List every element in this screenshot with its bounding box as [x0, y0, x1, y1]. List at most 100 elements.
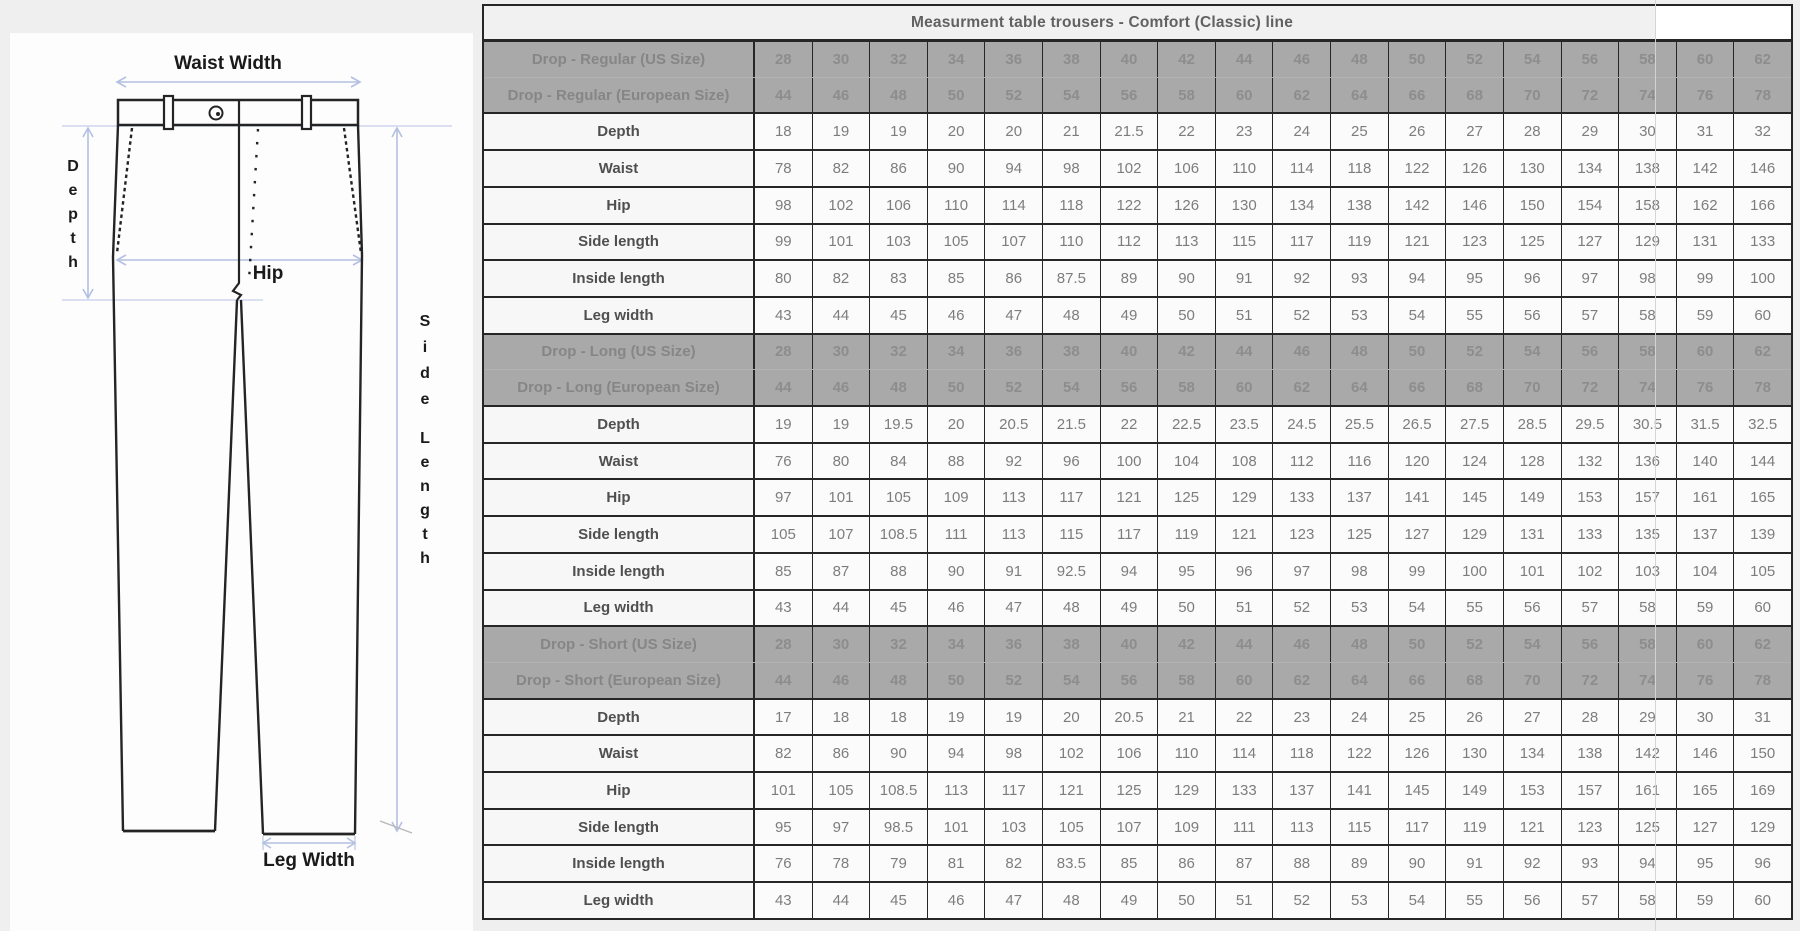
table-row: Leg width 43 44 45 46 47 48 49 50 51 52 53 54 55 56 57 5…: [484, 295, 1791, 333]
value-cell: 92: [1272, 261, 1331, 296]
value-cell: 31: [1675, 114, 1734, 150]
left-pocket-line: [115, 127, 134, 254]
diagram-letter: e: [421, 454, 430, 471]
value-cell: 78: [1733, 77, 1791, 113]
value-cell: 128: [1502, 443, 1561, 479]
value-cell: 106: [1157, 151, 1215, 186]
value-cell: 48: [869, 662, 927, 698]
value-cell: 100: [1099, 443, 1158, 479]
value-cell: 47: [984, 590, 1043, 626]
table-row: Depth 18 19 19 20 20 21 21.5 22 23 24 25 26 27 28 29 30 3…: [484, 112, 1791, 150]
trouser-diagram-svg: Waist Width Hip Leg Width Depth SideLeng…: [62, 53, 452, 871]
screenshot-seam-line: [1655, 0, 1656, 931]
value-cell: 47: [984, 883, 1043, 918]
value-cell: 126: [1445, 151, 1503, 186]
value-cell: 55: [1445, 883, 1503, 918]
diagram-letter: g: [420, 502, 430, 519]
value-cell: 134: [1560, 151, 1619, 186]
value-cell: 125: [1099, 773, 1158, 808]
value-cell: 52: [1272, 883, 1331, 918]
table-row: Depth 17 18 18 19 19 20 20.5 21 22 23 24 25 26 27 28 29 3…: [484, 697, 1791, 735]
value-cell: 24: [1272, 114, 1331, 150]
value-cell: 96: [1042, 443, 1100, 479]
value-cell: 19: [869, 114, 927, 150]
diagram-letter: h: [420, 550, 430, 567]
value-cell: 123: [1272, 517, 1331, 552]
hip-label: Hip: [253, 263, 284, 284]
value-cell: 90: [1387, 846, 1446, 882]
value-cell: 101: [755, 773, 812, 808]
value-cell: 91: [1445, 846, 1503, 882]
row-label: Inside length: [484, 846, 755, 882]
value-cell: 145: [1387, 773, 1446, 808]
value-cell: 90: [926, 553, 985, 589]
table-row: Hip 97 101 105 109 113 117 121 125 129 133 137 141 14…: [484, 478, 1791, 516]
value-cell: 58: [1618, 590, 1676, 626]
value-cell: 21.5: [1099, 114, 1158, 150]
diagram-letter: t: [70, 230, 76, 247]
value-cell: 53: [1330, 297, 1388, 333]
value-cell: 86: [1157, 846, 1215, 882]
value-cell: 76: [1675, 370, 1734, 406]
value-cell: 110: [1214, 151, 1273, 186]
value-cell: 43: [755, 883, 812, 918]
value-cell: 60: [1675, 627, 1734, 662]
belt-loop-left: [162, 94, 175, 131]
value-cell: 125: [1157, 480, 1215, 516]
value-cell: 107: [811, 517, 870, 552]
value-cell: 108.5: [869, 517, 927, 552]
value-cell: 89: [1330, 846, 1388, 882]
table-row: Waist 82 86 90 94 98 102 106 110 114 118 122 126 130 1…: [484, 734, 1791, 772]
table-row: Side length 95 97 98.5 101 103 105 107 109 111 113…: [484, 807, 1791, 845]
value-cell: 121: [1502, 809, 1561, 845]
value-cell: 99: [1675, 261, 1734, 296]
value-cell: 153: [1560, 480, 1619, 516]
row-label: Hip: [484, 187, 755, 223]
table-row: Drop - Long (US Size) 28 30 32 34 36 38 40 42 44 4…: [484, 332, 1791, 370]
value-cell: 54: [1502, 42, 1561, 77]
value-cell: 25.5: [1330, 407, 1388, 442]
value-cell: 19: [811, 407, 870, 442]
value-cell: 54: [1387, 883, 1446, 918]
value-cell: 72: [1560, 77, 1619, 113]
value-cell: 89: [1099, 261, 1158, 296]
value-cell: 27: [1502, 699, 1561, 735]
row-label: Drop - Short (European Size): [484, 662, 755, 698]
value-cell: 96: [1502, 261, 1561, 296]
value-cell: 49: [1099, 590, 1158, 626]
value-cell: 141: [1387, 480, 1446, 516]
value-cell: 121: [1387, 224, 1446, 260]
value-cell: 132: [1560, 443, 1619, 479]
table-row: Hip 101 105 108.5 113 117 121 125 129 133 137 141 14…: [484, 771, 1791, 808]
value-cell: 108: [1214, 443, 1273, 479]
diagram-letter: D: [67, 158, 79, 175]
value-cell: 105: [926, 224, 985, 260]
value-cell: 40: [1099, 334, 1158, 370]
value-cell: 56: [1099, 370, 1158, 406]
value-cell: 21: [1157, 699, 1215, 735]
value-cell: 87: [1214, 846, 1273, 882]
value-cell: 87: [811, 553, 870, 589]
value-cell: 114: [1214, 736, 1273, 772]
value-cell: 23: [1214, 114, 1273, 150]
value-cell: 30: [811, 627, 870, 662]
value-cell: 44: [1214, 42, 1273, 77]
value-cell: 110: [1042, 224, 1100, 260]
table-row: Waist 78 82 86 90 94 98 102 106 110 114 118 122 126 13…: [484, 149, 1791, 186]
value-cell: 55: [1445, 590, 1503, 626]
table-row: Side length 105 107 108.5 111 113 115 117 119 121…: [484, 515, 1791, 552]
row-label: Inside length: [484, 553, 755, 589]
value-cell: 46: [926, 297, 985, 333]
value-cell: 129: [1157, 773, 1215, 808]
value-cell: 138: [1560, 736, 1619, 772]
table-row: Depth 19 19 19.5 20 20.5 21.5 22 22.5 23.5 24.5 25.…: [484, 405, 1791, 442]
value-cell: 28.5: [1502, 407, 1561, 442]
value-cell: 62: [1272, 77, 1331, 113]
table-row: Side length 99 101 103 105 107 110 112 113 115 117…: [484, 222, 1791, 260]
value-cell: 53: [1330, 590, 1388, 626]
value-cell: 57: [1560, 883, 1619, 918]
value-cell: 103: [869, 224, 927, 260]
table-row: Leg width 43 44 45 46 47 48 49 50 51 52 53 54 55 56 57 5…: [484, 588, 1791, 626]
value-cell: 119: [1445, 809, 1503, 845]
leg-width-arrow: [261, 836, 357, 850]
